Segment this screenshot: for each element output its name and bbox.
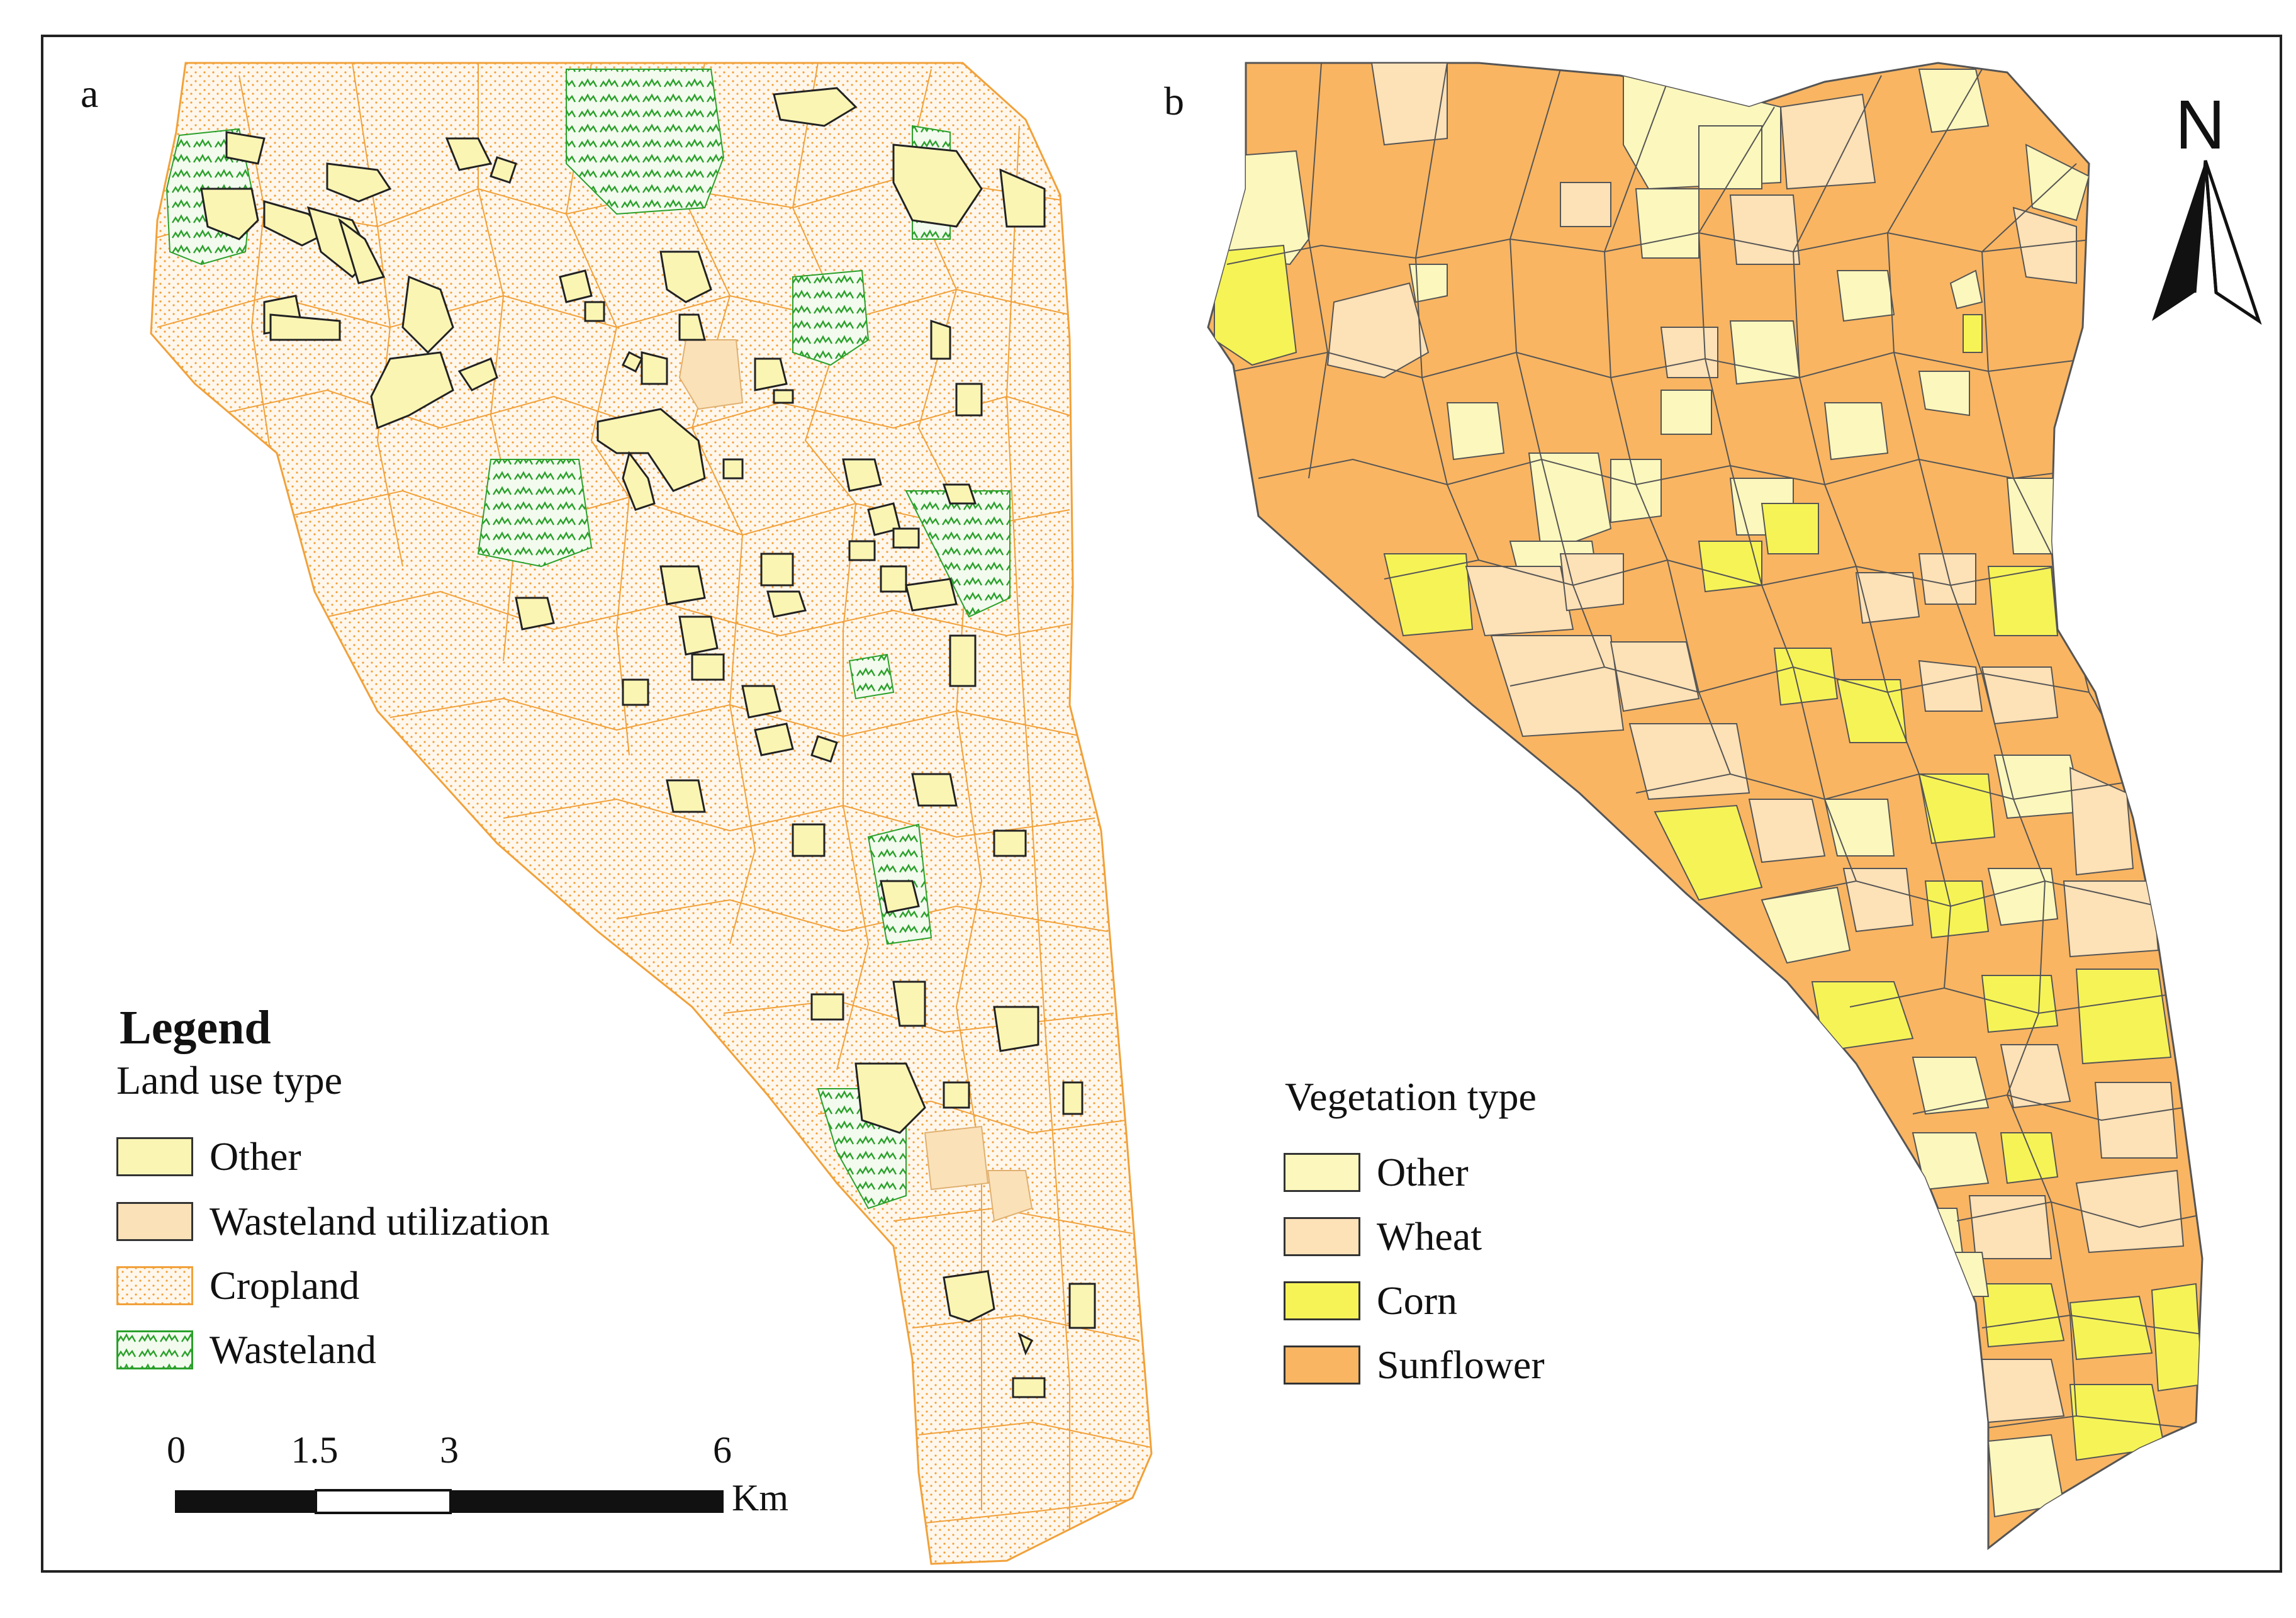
panel-a-wasteland-utilization [678,339,1033,1222]
legend-a-label: Other [210,1134,301,1179]
legend-b-label: Other [1377,1150,1469,1194]
legend-a-item-other: Other [116,1134,301,1179]
panel-a-other-patches [200,87,1096,1398]
north-arrow-icon [2152,160,2262,325]
legend-a-item-wasteland: Wasteland [116,1327,376,1372]
panel-b-map [1207,62,2204,1551]
scale-tick-1-5: 1.5 [291,1429,339,1471]
legend-a-label: Wasteland [210,1327,376,1372]
swatch-wasteland [116,1330,193,1369]
panel-b-label: b [1164,79,1184,123]
legend-a-label: Wasteland utilization [210,1199,550,1244]
legend-title: Legend [120,1001,271,1054]
panel-a-map [150,62,1153,1565]
legend-b-subtitle: Vegetation type [1285,1074,1537,1119]
legend-a-label: Cropland [210,1263,360,1308]
legend-b-item-wheat: Wheat [1284,1214,1482,1259]
panel-a-label: a [81,71,99,116]
map-frame [41,35,2282,1573]
scale-unit: Km [732,1477,788,1519]
legend-b-item-sunflower: Sunflower [1284,1342,1545,1387]
swatch-sunflower [1284,1346,1360,1385]
legend-b-label: Wheat [1377,1214,1482,1259]
legend-a-item-cropland: Cropland [116,1263,360,1308]
swatch-wheat [1284,1217,1360,1256]
swatch-corn [1284,1281,1360,1320]
legend-b-item-other: Other [1284,1150,1469,1194]
scale-tick-3: 3 [440,1429,459,1471]
swatch-other [116,1137,193,1176]
legend-b-label: Sunflower [1377,1342,1545,1387]
scale-tick-6: 6 [713,1429,732,1471]
swatch-veg-other [1284,1153,1360,1192]
legend-a-item-wasteland-utilization: Wasteland utilization [116,1199,549,1244]
swatch-wasteland-utilization [116,1202,193,1241]
north-label: N [2175,86,2226,164]
legend-b-label: Corn [1377,1278,1457,1323]
scale-bar [175,1489,724,1514]
legend-a-subtitle: Land use type [116,1058,342,1103]
legend-b-item-corn: Corn [1284,1278,1457,1323]
panel-b-cells [1213,63,2202,1518]
scale-tick-0: 0 [167,1429,186,1471]
swatch-cropland [116,1266,193,1305]
